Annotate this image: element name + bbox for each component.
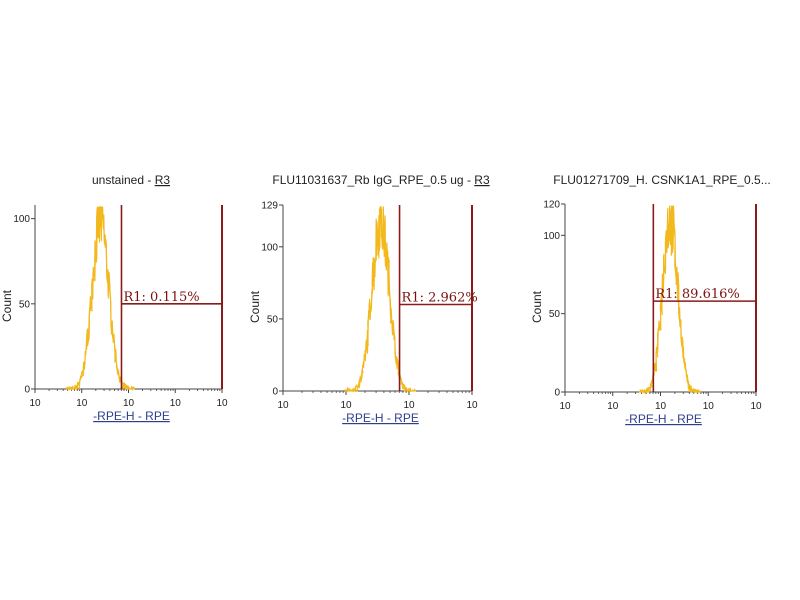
panel-title-separator: - [464,173,475,187]
panel-title-text: FLU01271709_H. CSNK1A1_RPE_0.5... [553,173,770,187]
x-tick-label: 10 [277,400,289,411]
histogram-trace [344,206,416,393]
x-tick-label: 10 [750,401,762,412]
y-axis-title: Count [0,289,14,322]
y-tick-label: 50 [549,309,561,320]
panel-title-gate-link[interactable]: R3 [155,173,171,187]
x-tick-label: 10 [76,398,88,409]
x-axis-title[interactable]: -RPE-H - RPE [625,412,702,426]
x-tick-label: 10 [703,401,715,412]
x-tick-label: 10 [655,401,667,412]
y-tick-label: 0 [272,387,278,398]
histogram-trace-overlay [345,207,417,393]
panel-title-text: unstained [92,173,144,187]
gate-label: R1: 2.962% [402,290,478,305]
histogram-trace-overlay [639,206,701,393]
gate-label: R1: 89.616% [655,287,739,302]
y-axis-title: Count [530,290,544,323]
x-axis-title[interactable]: -RPE-H - RPE [93,409,170,423]
histogram-panel-3: FLU01271709_H. CSNK1A1_RPE_0.5... 0 50 100 1… [530,173,771,426]
y-tick-label: 50 [19,299,31,310]
panel-title: FLU01271709_H. CSNK1A1_RPE_0.5... [553,173,770,187]
y-tick-label: 120 [543,200,560,211]
gate-label: R1: 0.115% [123,290,199,305]
histogram-panel-2: FLU11031637_Rb IgG_RPE_0.5 ug - R3 0 50 100… [248,173,490,425]
y-tick-label: 0 [24,385,30,396]
x-axis-title[interactable]: -RPE-H - RPE [342,411,419,425]
histogram-trace-overlay [66,208,136,391]
histogram-trace [66,206,135,392]
x-tick-label: 10 [466,400,478,411]
y-tick-label: 100 [13,214,30,225]
panel-title-text: FLU11031637_Rb IgG_RPE_0.5 ug [272,173,463,187]
x-tick-label: 10 [607,401,619,412]
panel-title: FLU11031637_Rb IgG_RPE_0.5 ug - R3 [272,173,490,187]
x-tick-label: 10 [559,401,571,412]
x-tick-label: 10 [29,398,41,409]
panel-title-separator: - [144,173,155,187]
x-tick-label: 10 [216,398,228,409]
y-tick-label: 129 [261,201,278,212]
y-tick-label: 50 [267,314,279,325]
y-tick-label: 100 [543,231,560,242]
x-tick-label: 10 [403,400,415,411]
panel-title: unstained - R3 [92,173,170,187]
y-tick-label: 100 [261,242,278,253]
x-tick-label: 10 [340,400,352,411]
y-tick-label: 0 [554,388,560,399]
x-tick-label: 10 [123,398,135,409]
x-tick-label: 10 [170,398,182,409]
panel-title-gate-link[interactable]: R3 [474,173,490,187]
y-axis-title: Count [248,290,262,323]
